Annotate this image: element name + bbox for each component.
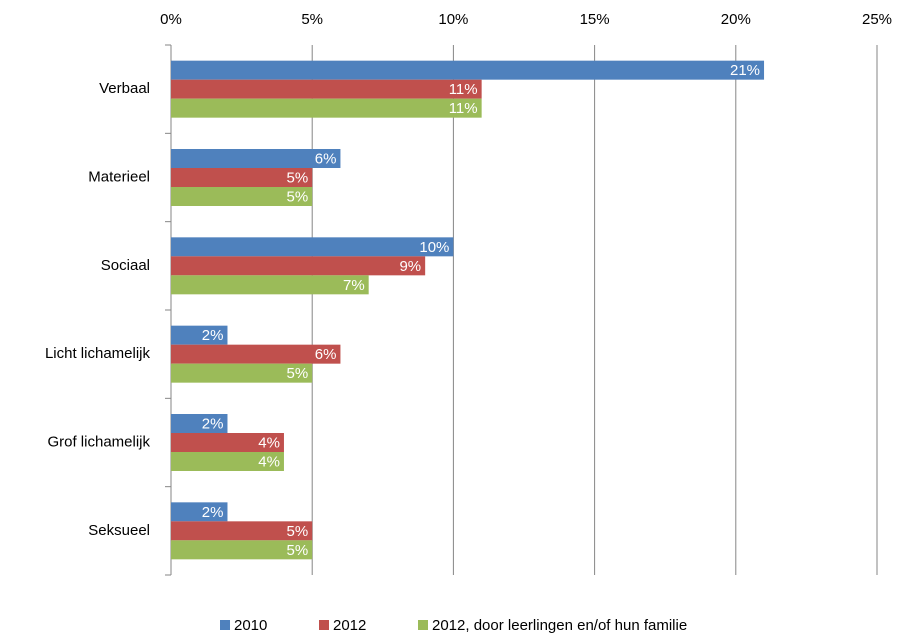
- bar: [171, 168, 313, 187]
- data-label: 10%: [419, 239, 449, 256]
- x-tick-label: 20%: [721, 11, 751, 28]
- x-tick-label: 25%: [862, 11, 892, 28]
- x-tick-label: 15%: [580, 11, 610, 28]
- y-tick-label: Licht lichamelijk: [45, 345, 151, 362]
- data-label: 7%: [343, 277, 365, 294]
- data-label: 11%: [449, 100, 478, 117]
- data-label: 21%: [730, 62, 760, 79]
- data-label: 2%: [202, 504, 224, 521]
- legend-label: 2012: [333, 617, 366, 634]
- bar: [171, 502, 228, 522]
- bar: [171, 149, 341, 168]
- bar: [171, 79, 482, 99]
- legend-label: 2012, door leerlingen en/of hun familie: [432, 617, 687, 634]
- legend-swatch: [220, 620, 230, 630]
- data-label: 11%: [449, 81, 478, 98]
- data-label: 6%: [315, 150, 337, 167]
- bar: [171, 414, 228, 433]
- data-label: 2%: [202, 327, 224, 344]
- data-label: 5%: [287, 188, 309, 205]
- bar: [171, 452, 284, 471]
- x-tick-label: 10%: [438, 11, 468, 28]
- data-label: 6%: [315, 346, 337, 363]
- bar: [171, 344, 341, 364]
- bar: [171, 521, 313, 541]
- data-label: 4%: [258, 434, 280, 451]
- data-label: 9%: [399, 258, 421, 275]
- data-label: 5%: [287, 169, 309, 186]
- data-label: 5%: [287, 542, 309, 559]
- data-label: 2%: [202, 415, 224, 432]
- bar: [171, 187, 313, 206]
- bar: [171, 237, 454, 257]
- bar: [171, 540, 313, 560]
- y-tick-label: Materieel: [88, 168, 150, 185]
- y-tick-label: Grof lichamelijk: [47, 433, 150, 450]
- legend-swatch: [319, 620, 329, 630]
- x-tick-label: 0%: [160, 11, 182, 28]
- data-label: 5%: [287, 365, 309, 382]
- y-tick-label: Verbaal: [99, 80, 150, 97]
- y-tick-label: Seksueel: [88, 522, 150, 539]
- bar: [171, 60, 765, 80]
- x-tick-label: 5%: [301, 11, 323, 28]
- bar: [171, 325, 228, 345]
- bar: [171, 433, 284, 452]
- legend-swatch: [418, 620, 428, 630]
- data-label: 4%: [258, 453, 280, 470]
- y-tick-label: Sociaal: [101, 257, 150, 274]
- bar: [171, 98, 482, 118]
- bar: [171, 256, 426, 276]
- data-label: 5%: [287, 523, 309, 540]
- bar: [171, 275, 369, 295]
- legend-label: 2010: [234, 617, 267, 634]
- bar: [171, 363, 313, 383]
